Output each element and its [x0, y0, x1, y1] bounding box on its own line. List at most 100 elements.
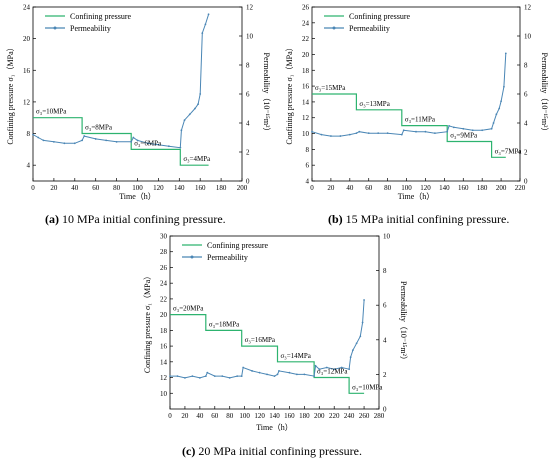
caption-a: (a) 10 MPa initial confining pressure. [45, 212, 226, 227]
permeability-point [201, 32, 204, 34]
chart-b-svg: 0 20 40 60 80 100 120 140 160 180 200 2204681012141… [285, 4, 549, 202]
permeability-point [184, 376, 186, 379]
permeability-point [183, 119, 186, 121]
y-left-tick-label: 16 [23, 67, 31, 75]
x-axis-label: Time（h） [119, 192, 156, 201]
permeability-point [498, 107, 501, 110]
y-right-axis-label: Permeability（10⁻¹⁵m²） [399, 281, 408, 364]
step-annotation: σ₃=18MPa [209, 320, 240, 328]
legend-marker [190, 255, 194, 259]
permeability-point [351, 349, 354, 352]
x-tick-label: 60 [365, 184, 373, 192]
y-left-tick-label: 12 [302, 114, 310, 122]
y-right-tick-label: 0 [246, 178, 250, 186]
permeability-point [448, 125, 450, 127]
chart-panel-c: 0 20 40 60 80 100 120 140 160 180 200 220 240 260 280 1… [130, 228, 420, 438]
y-left-tick-label: 26 [160, 264, 168, 272]
permeability-line [311, 53, 507, 137]
x-tick-label: 200 [237, 184, 248, 192]
x-tick-label: 220 [329, 412, 340, 420]
y-right-tick-label: 10 [524, 33, 532, 41]
y-right-tick-label: 10 [383, 233, 391, 241]
chart-panel-a: 0 20 40 60 80 100 120 140 160 180 200 4 8 12 16 20 24 0 2 4… [0, 0, 275, 205]
x-tick-label: 120 [420, 184, 431, 192]
permeability-point [325, 366, 328, 369]
permeability-point [503, 85, 505, 88]
chart-a-svg: 0 20 40 60 80 100 120 140 160 180 2004812162024024… [6, 4, 271, 202]
permeability-point [348, 368, 351, 371]
permeability-point [377, 132, 380, 135]
step-annotation: σ₃=20MPa [173, 305, 204, 313]
permeability-point [273, 375, 276, 378]
permeability-point [81, 139, 84, 142]
legend-marker [53, 26, 57, 30]
permeability-point [228, 376, 231, 379]
y-left-axis-label: Confining pressure σ₁（MPa） [143, 272, 152, 373]
x-tick-label: 100 [239, 412, 250, 420]
permeability-point [206, 371, 209, 374]
y-left-tick-label: 8 [306, 146, 310, 154]
confining-pressure-line [312, 93, 506, 158]
legend-marker [332, 26, 336, 30]
caption-b-letter: (b) [328, 212, 343, 226]
step-annotation: σ₃=10MPa [36, 108, 67, 116]
caption-b-text: 15 MPa initial confining pressure. [342, 212, 510, 226]
x-tick-label: 80 [226, 412, 234, 420]
permeability-point [207, 13, 210, 16]
caption-a-letter: (a) [45, 212, 59, 226]
permeability-point [94, 138, 97, 140]
y-left-tick-label: 24 [160, 280, 168, 288]
x-tick-label: 0 [31, 184, 35, 192]
x-tick-label: 140 [439, 184, 450, 192]
step-annotation: σ₃=11MPa [405, 116, 436, 124]
x-tick-label: 0 [310, 184, 314, 192]
permeability-point [340, 366, 343, 369]
y-left-tick-label: 30 [160, 233, 168, 241]
permeability-point [204, 375, 207, 378]
y-right-tick-label: 10 [246, 33, 254, 41]
permeability-point [339, 135, 342, 137]
y-left-axis-label: Confining pressure σ₁（MPa） [285, 43, 294, 144]
y-left-tick-label: 26 [302, 4, 310, 12]
permeability-point [481, 129, 484, 132]
permeability-point [363, 299, 365, 301]
permeability-point [314, 364, 317, 367]
y-right-tick-label: 0 [524, 178, 528, 186]
x-tick-label: 40 [196, 412, 204, 420]
step-annotation: σ₃=13MPa [359, 100, 390, 108]
permeability-point [367, 132, 370, 135]
x-tick-label: 0 [168, 412, 172, 420]
y-right-tick-label: 8 [246, 62, 250, 70]
permeability-line [32, 14, 210, 149]
x-tick-label: 140 [269, 412, 280, 420]
step-annotation: σ₃=14MPa [280, 352, 311, 360]
x-tick-label: 120 [153, 184, 164, 192]
x-tick-label: 140 [174, 184, 185, 192]
x-tick-label: 240 [344, 412, 355, 420]
permeability-point [73, 142, 76, 145]
y-left-tick-label: 8 [27, 130, 31, 138]
permeability-point [63, 142, 66, 145]
permeability-point [242, 366, 245, 369]
x-tick-label: 60 [211, 412, 219, 420]
step-annotation: σ₃=8MPa [85, 124, 113, 132]
permeability-point [179, 146, 182, 149]
x-axis-label: Time（h） [256, 423, 293, 432]
permeability-point [355, 132, 358, 135]
y-left-tick-label: 4 [306, 178, 310, 186]
permeability-point [105, 139, 108, 142]
x-tick-label: 100 [132, 184, 143, 192]
y-left-tick-label: 18 [302, 67, 310, 75]
y-left-tick-label: 28 [160, 248, 168, 256]
permeability-point [355, 342, 358, 345]
step-annotation: σ₃=15MPa [315, 84, 346, 92]
permeability-point [258, 371, 261, 374]
permeability-point [169, 375, 171, 378]
chart-c-svg: 0 20 40 60 80 100 120 140 160 180 200 220 240 260 2801… [143, 233, 408, 433]
permeability-point [157, 143, 160, 146]
permeability-point [221, 375, 224, 378]
permeability-point [53, 140, 55, 143]
caption-b: (b) 15 MPa initial confining pressure. [328, 212, 509, 227]
permeability-point [311, 130, 313, 133]
permeability-point [213, 375, 216, 378]
